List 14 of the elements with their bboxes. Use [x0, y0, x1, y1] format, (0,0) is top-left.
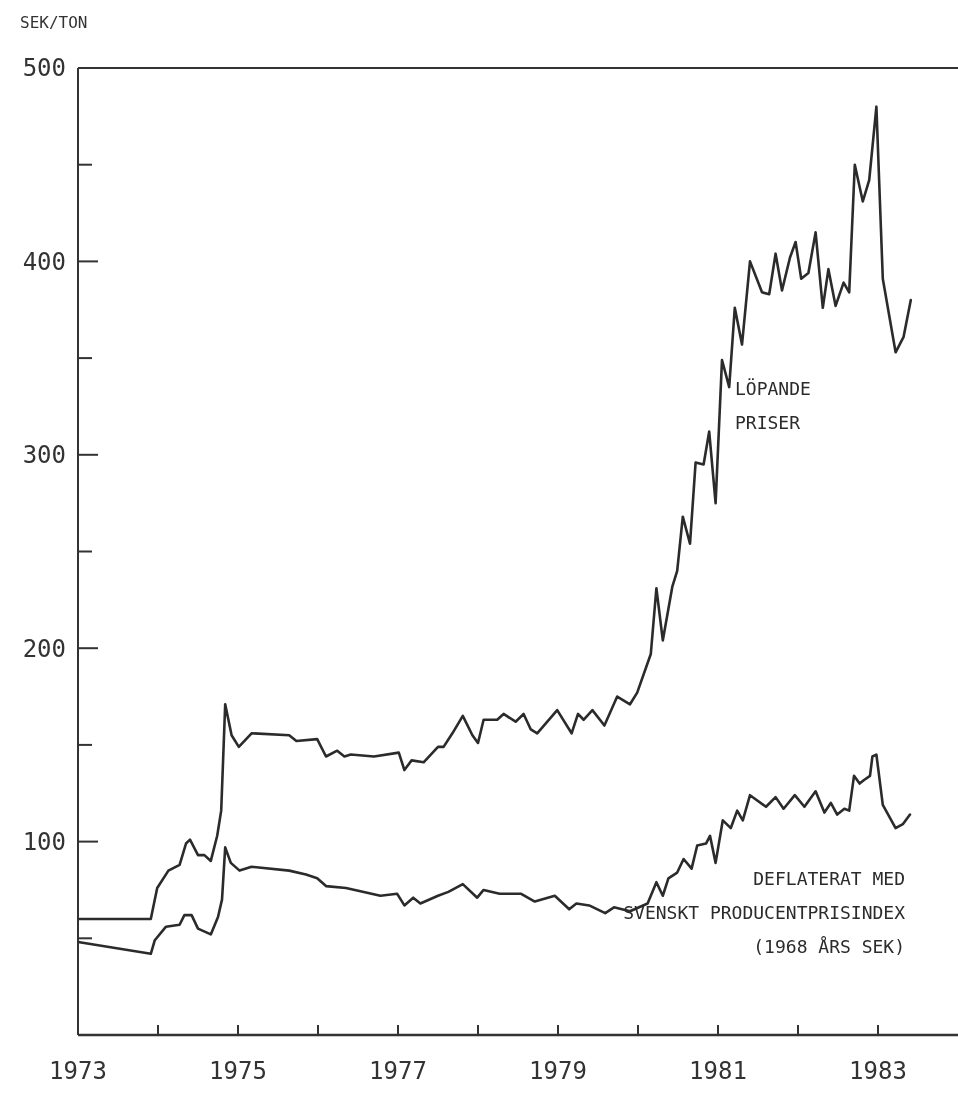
- y-tick-label: 200: [22, 634, 66, 663]
- series-label: DEFLATERAT MED SVENSKT PRODUCENTPRISINDEX (1968 ÅRS SEK): [623, 868, 906, 958]
- x-tick-label: 1975: [209, 1057, 267, 1085]
- x-tick-label: 1977: [369, 1057, 427, 1085]
- y-tick-label: 500: [22, 54, 66, 83]
- x-tick-label: 1983: [849, 1057, 907, 1085]
- series-label: LÖPANDE PRISER: [735, 378, 811, 434]
- y-tick-label: 300: [22, 441, 66, 470]
- y-tick-label: 400: [22, 247, 66, 276]
- x-tick-label: 1973: [49, 1057, 107, 1085]
- x-tick-label: 1979: [529, 1057, 587, 1085]
- y-axis-title: SEK/TON: [20, 13, 88, 32]
- y-tick-label: 100: [22, 828, 66, 856]
- x-tick-label: 1981: [689, 1057, 747, 1085]
